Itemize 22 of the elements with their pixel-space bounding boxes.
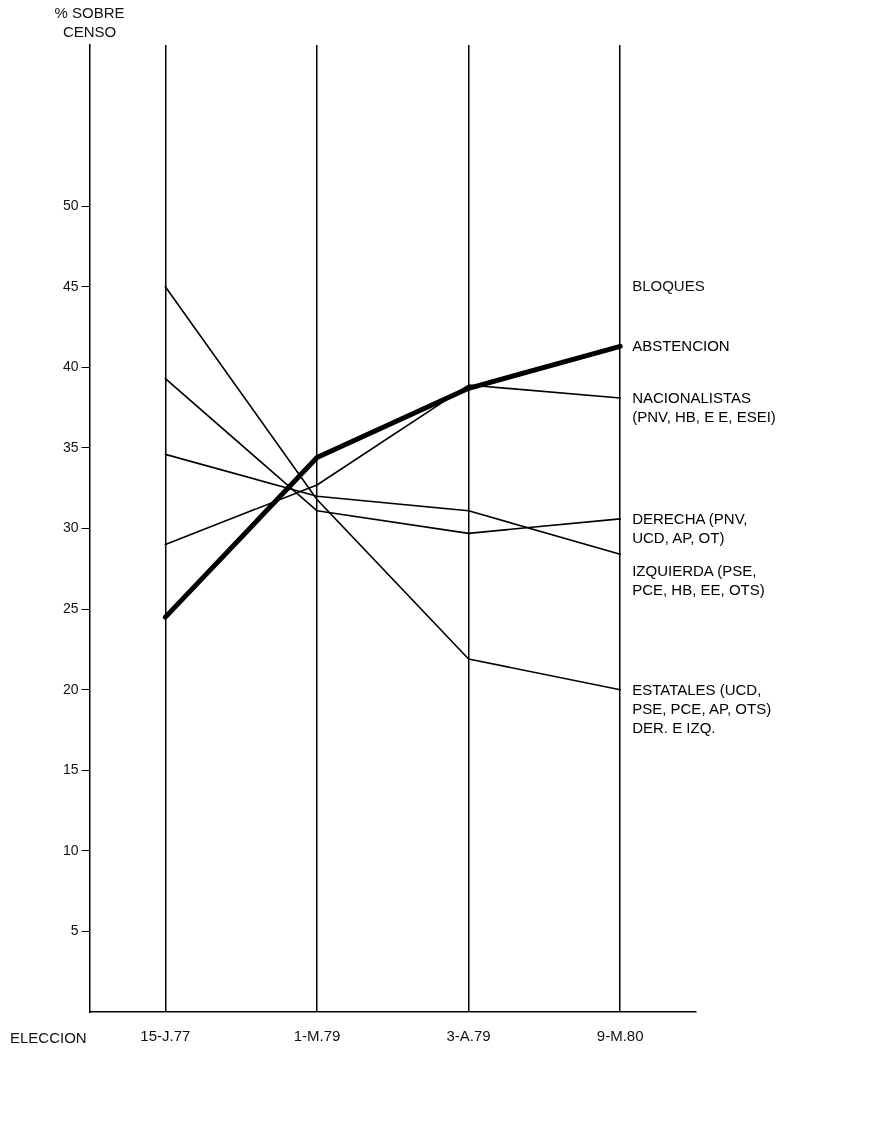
y-tick-label: 25 <box>62 599 79 616</box>
y-tick-label: 50 <box>62 197 79 214</box>
series-label: ESTATALES (UCD, PSE, PCE, AP, OTS) DER. E IZQ. <box>632 679 773 737</box>
y-tick-label: 5 <box>70 922 79 939</box>
y-tick-label: 45 <box>62 277 79 294</box>
x-tick-label: 1-M.79 <box>293 1027 341 1045</box>
x-axis-title: ELECCION <box>10 1028 87 1047</box>
series-label: IZQUIERDA (PSE, PCE, HB, EE, OTS) <box>632 560 766 599</box>
series-label: DERECHA (PNV, UCD, AP, OT) <box>632 508 749 547</box>
y-tick-label: 30 <box>62 519 79 536</box>
y-tick-label: 15 <box>62 761 79 778</box>
y-tick-label: 20 <box>62 680 79 697</box>
x-tick-label: 3-A.79 <box>446 1027 491 1045</box>
legend-title: BLOQUES <box>632 276 705 296</box>
series-label: ABSTENCION <box>632 336 731 356</box>
y-tick-label: 35 <box>62 438 79 455</box>
x-tick-label: 9-M.80 <box>596 1027 644 1045</box>
series-label: NACIONALISTAS (PNV, HB, E E, ESEI) <box>632 387 777 426</box>
x-tick-label: 15-J.77 <box>140 1027 191 1045</box>
y-axis-title: % SOBRE CENSO <box>53 3 126 41</box>
y-tick-label: 10 <box>62 841 79 858</box>
y-tick-label: 40 <box>62 358 79 375</box>
